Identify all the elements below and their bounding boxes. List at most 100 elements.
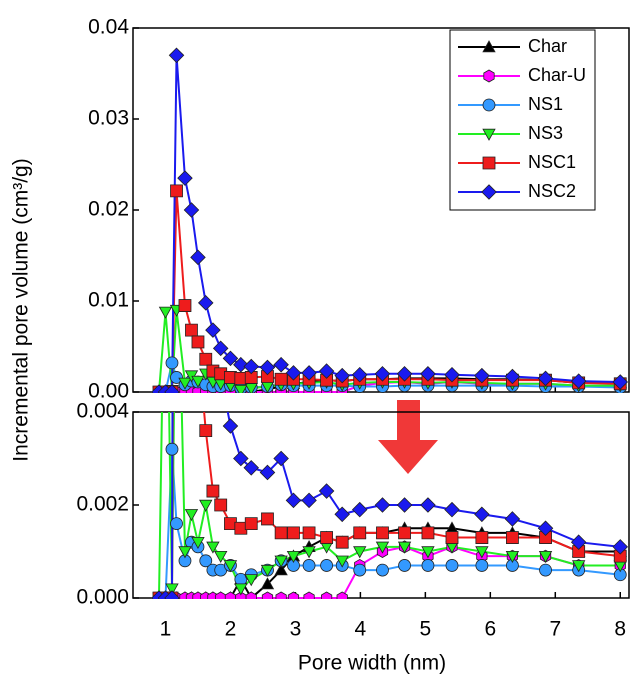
- marker: [444, 366, 460, 383]
- y-tick-label: 0.02: [88, 198, 129, 221]
- marker: [206, 484, 220, 498]
- marker: [234, 384, 248, 393]
- arrow: [378, 400, 438, 474]
- y-tick-label: 0.000: [76, 586, 129, 609]
- marker: [320, 531, 334, 544]
- marker: [183, 202, 200, 218]
- marker: [374, 366, 391, 382]
- legend-label: Char: [528, 36, 567, 56]
- marker: [302, 559, 316, 572]
- marker: [537, 520, 554, 537]
- marker: [474, 506, 490, 523]
- x-tick-label: 7: [549, 618, 561, 641]
- marker: [205, 322, 221, 338]
- marker: [538, 550, 553, 563]
- marker: [537, 370, 554, 387]
- marker: [301, 365, 317, 381]
- marker: [234, 521, 248, 535]
- marker: [334, 506, 350, 523]
- marker: [396, 497, 413, 513]
- marker: [222, 350, 239, 367]
- marker: [475, 559, 489, 572]
- marker: [334, 367, 350, 384]
- marker: [302, 546, 316, 559]
- marker: [273, 450, 289, 467]
- y-tick-label: 0.01: [88, 289, 129, 312]
- panel: 0.00 0.01 0.02 0.03 0.04: [88, 16, 630, 403]
- marker: [165, 583, 179, 596]
- marker: [273, 356, 289, 373]
- marker: [570, 534, 587, 550]
- marker: [444, 501, 460, 518]
- marker: [178, 299, 192, 312]
- legend-marker: [482, 40, 496, 53]
- marker: [170, 517, 183, 530]
- marker: [245, 591, 257, 599]
- marker: [190, 249, 206, 266]
- legend-marker: [482, 156, 496, 170]
- marker: [185, 276, 197, 288]
- legend-marker: [482, 98, 496, 112]
- x-tick-label: 4: [355, 618, 367, 641]
- marker: [206, 541, 220, 554]
- marker: [474, 367, 490, 384]
- marker: [233, 356, 249, 373]
- marker: [505, 550, 520, 563]
- marker: [233, 450, 249, 467]
- marker: [199, 554, 213, 568]
- y-tick-label: 0.04: [88, 16, 129, 39]
- marker: [212, 340, 229, 357]
- marker: [170, 371, 183, 384]
- series-group: [151, 47, 629, 393]
- marker: [197, 295, 214, 311]
- marker: [179, 150, 191, 162]
- series-group: [151, 150, 629, 599]
- marker: [475, 546, 489, 559]
- marker: [398, 559, 411, 572]
- marker: [335, 555, 349, 568]
- marker: [376, 563, 389, 577]
- marker: [191, 335, 205, 349]
- marker: [185, 323, 198, 337]
- marker: [287, 591, 300, 599]
- marker: [421, 526, 435, 540]
- legend-marker: [481, 184, 497, 200]
- marker: [214, 550, 228, 563]
- marker: [396, 366, 413, 382]
- marker: [168, 47, 185, 64]
- marker: [215, 591, 227, 599]
- x-tick-label: 5: [420, 618, 432, 641]
- legend: Char Char-U NS1 NS3 NSC1 NSC2: [449, 29, 596, 211]
- marker: [234, 371, 248, 385]
- legend-label: NS3: [528, 123, 563, 143]
- marker: [199, 352, 213, 366]
- marker: [420, 366, 436, 382]
- marker: [351, 501, 368, 518]
- marker: [445, 559, 459, 572]
- marker: [374, 497, 391, 513]
- marker: [612, 539, 629, 555]
- legend-label: NSC2: [528, 181, 576, 201]
- legend-label: NS1: [528, 94, 563, 114]
- marker: [504, 511, 521, 527]
- marker: [177, 170, 193, 186]
- marker: [375, 541, 390, 554]
- x-tick-label: 2: [225, 618, 237, 641]
- marker: [353, 563, 367, 577]
- marker: [318, 363, 335, 379]
- marker: [398, 526, 411, 540]
- marker: [303, 591, 315, 599]
- marker: [259, 464, 276, 481]
- marker: [261, 591, 274, 599]
- y-tick-label: 0.03: [88, 107, 129, 130]
- marker: [164, 590, 180, 599]
- marker: [286, 550, 301, 563]
- marker: [223, 560, 238, 573]
- marker: [353, 546, 367, 559]
- marker: [184, 509, 199, 522]
- marker: [178, 546, 192, 559]
- marker: [420, 497, 436, 513]
- marker: [243, 460, 260, 476]
- marker: [191, 375, 205, 388]
- marker: [244, 574, 258, 587]
